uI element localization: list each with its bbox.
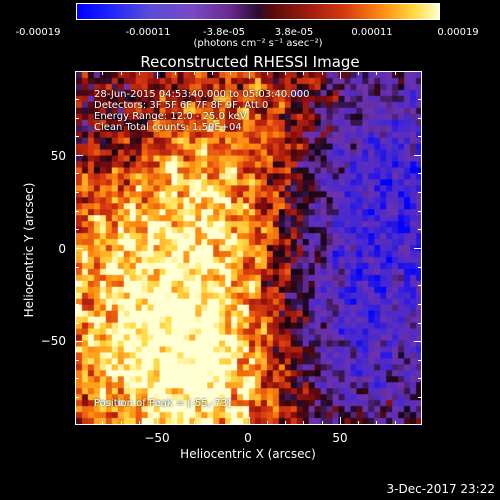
axis-tick-mark [102,71,104,75]
axis-tick-mark [303,421,305,425]
axis-tick-mark [414,341,422,343]
axis-tick-mark [418,173,422,175]
axis-tick-mark [248,71,250,79]
axis-tick-mark [376,71,378,75]
colorbar-gradient [76,3,440,20]
axis-tick-mark [414,248,422,249]
axis-tick-mark [138,71,140,75]
axis-tick-mark [138,421,140,425]
axis-tick-mark [418,210,422,212]
axis-tick-mark [175,71,177,75]
axis-tick-mark [75,359,79,361]
axis-tick-mark [230,421,232,425]
axis-tick-mark [418,192,422,194]
x-tick-label: 50 [332,431,348,445]
colorbar-tick-label: -0.00019 [15,27,61,38]
axis-tick-mark [75,378,79,380]
axis-tick-mark [358,71,360,75]
axis-tick-mark [75,136,79,138]
axis-tick-mark [418,136,422,138]
axis-tick-mark [266,71,268,75]
axis-tick-mark [75,117,79,119]
axis-tick-mark [211,71,213,75]
colorbar-tick-label: 0.00019 [437,27,479,38]
axis-tick-mark [75,173,79,175]
axis-tick-mark [75,266,79,268]
plot-area [75,71,422,425]
axis-tick-mark [339,417,341,425]
axis-tick-mark [418,266,422,268]
axis-tick-mark [175,421,177,425]
axis-tick-mark [157,417,159,425]
y-axis-label: Heliocentric Y (arcsec) [22,182,36,318]
axis-tick-mark [394,421,396,425]
axis-tick-mark [285,71,287,75]
axis-tick-mark [248,417,250,425]
axis-tick-mark [230,71,232,75]
colorbar-tick-label: -3.8e-05 [203,27,245,38]
axis-tick-mark [120,421,122,425]
colorbar-tick-label: 0.00011 [351,27,393,38]
axis-tick-mark [394,71,396,75]
axis-tick-mark [75,397,79,399]
x-tick-label: 0 [244,431,252,445]
axis-tick-mark [102,421,104,425]
axis-tick-mark [418,303,422,305]
plot-date: 3-Dec-2017 23:22 [386,482,495,496]
axis-tick-mark [418,229,422,231]
axis-tick-mark [75,154,83,156]
axis-tick-mark [75,210,79,212]
info-peak-position: Position of Peak = [-55,-73] [94,398,232,409]
info-energy-range: Energy Range: 12.0 - 25.0 keV [94,111,247,122]
axis-tick-mark [358,421,360,425]
axis-tick-mark [193,71,195,75]
colorbar-tick-label: -0.00011 [125,27,171,38]
x-axis-label: Heliocentric X (arcsec) [180,447,316,461]
info-detectors: Detectors: 3F 5F 6F 7F 8F 9F, Att 0 [94,100,269,111]
axis-tick-mark [418,285,422,287]
axis-tick-mark [75,285,79,287]
axis-tick-mark [418,117,422,119]
heatmap-image [76,72,421,424]
axis-tick-mark [75,192,79,194]
axis-tick-mark [75,229,79,231]
info-time-range: 28-Jun-2015 04:53:40.000 to 05:03:40.000 [94,89,310,100]
axis-tick-mark [339,71,341,79]
axis-tick-mark [75,341,83,343]
axis-tick-mark [418,359,422,361]
axis-tick-mark [75,303,79,305]
axis-tick-mark [75,322,79,324]
axis-tick-mark [418,98,422,100]
axis-tick-mark [157,71,159,79]
colorbar [76,3,440,21]
axis-tick-mark [418,322,422,324]
axis-tick-mark [285,421,287,425]
info-clean-counts: Clean Total counts: 1.50E+04 [94,122,242,133]
axis-tick-mark [120,71,122,75]
axis-tick-mark [376,421,378,425]
axis-tick-mark [303,71,305,75]
axis-tick-mark [75,98,79,100]
colorbar-tick-label: 3.8e-05 [274,27,314,38]
y-tick-label: 0 [58,242,66,256]
chart-title: Reconstructed RHESSI Image [140,53,360,71]
axis-tick-mark [75,248,83,249]
axis-tick-mark [211,421,213,425]
y-tick-label: 50 [50,149,66,163]
colorbar-units: (photons cm⁻² s⁻¹ asec⁻²) [193,38,323,49]
axis-tick-mark [266,421,268,425]
x-tick-label: −50 [144,431,170,445]
axis-tick-mark [193,421,195,425]
axis-tick-mark [414,154,422,156]
axis-tick-mark [321,421,323,425]
axis-tick-mark [321,71,323,75]
axis-tick-mark [418,378,422,380]
y-tick-label: −50 [40,334,66,348]
axis-tick-mark [418,397,422,399]
